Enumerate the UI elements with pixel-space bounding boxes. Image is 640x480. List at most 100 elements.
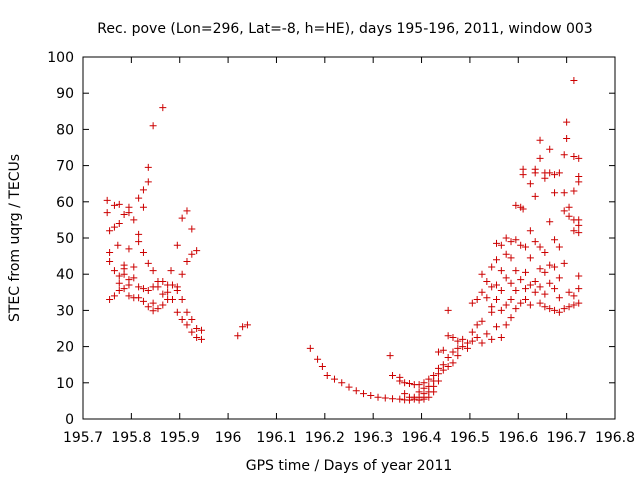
data-point bbox=[444, 306, 452, 314]
data-point bbox=[103, 196, 111, 204]
data-point bbox=[483, 294, 491, 302]
data-point bbox=[168, 296, 176, 304]
data-point bbox=[173, 308, 181, 316]
data-point bbox=[497, 334, 505, 342]
data-point bbox=[139, 248, 147, 256]
data-point bbox=[173, 286, 181, 294]
data-point bbox=[106, 248, 114, 256]
data-point bbox=[541, 303, 549, 311]
data-point bbox=[488, 263, 496, 271]
data-point bbox=[536, 243, 544, 251]
data-point bbox=[149, 307, 157, 315]
data-point bbox=[415, 381, 423, 389]
data-point bbox=[536, 136, 544, 144]
data-point bbox=[531, 169, 539, 177]
data-point bbox=[106, 296, 114, 304]
data-point bbox=[565, 203, 573, 211]
data-point bbox=[396, 377, 404, 385]
data-point bbox=[430, 388, 438, 396]
data-point bbox=[144, 286, 152, 294]
x-tick-label: 196.5 bbox=[450, 430, 490, 446]
data-point bbox=[570, 301, 578, 309]
data-point bbox=[565, 212, 573, 220]
data-point bbox=[536, 299, 544, 307]
data-point bbox=[338, 379, 346, 387]
data-point bbox=[493, 239, 501, 247]
data-point bbox=[483, 330, 491, 338]
data-point bbox=[507, 296, 515, 304]
data-point bbox=[478, 317, 486, 325]
data-point bbox=[197, 326, 205, 334]
data-point bbox=[188, 328, 196, 336]
data-point bbox=[526, 254, 534, 262]
data-point bbox=[120, 270, 128, 278]
data-point bbox=[396, 395, 404, 403]
data-point bbox=[541, 290, 549, 298]
data-point bbox=[434, 377, 442, 385]
data-point bbox=[493, 281, 501, 289]
data-point bbox=[560, 189, 568, 197]
data-point bbox=[522, 296, 530, 304]
data-point bbox=[314, 355, 322, 363]
data-point bbox=[159, 290, 167, 298]
data-point bbox=[149, 267, 157, 275]
x-tick-label: 196.3 bbox=[353, 430, 393, 446]
data-point bbox=[560, 207, 568, 215]
data-point bbox=[531, 277, 539, 285]
data-point bbox=[563, 118, 571, 126]
axis-ticks bbox=[82, 56, 616, 420]
data-point bbox=[454, 337, 462, 345]
data-point bbox=[139, 203, 147, 211]
data-point bbox=[478, 339, 486, 347]
data-point bbox=[168, 281, 176, 289]
data-point bbox=[502, 234, 510, 242]
y-tick-label: 60 bbox=[56, 195, 74, 211]
data-point bbox=[563, 134, 571, 142]
data-point bbox=[522, 268, 530, 276]
data-point bbox=[488, 308, 496, 316]
data-point bbox=[389, 372, 397, 380]
x-tick-label: 196.1 bbox=[256, 430, 296, 446]
x-tick-label: 195.8 bbox=[111, 430, 151, 446]
data-point bbox=[193, 325, 201, 332]
data-points bbox=[103, 77, 583, 404]
data-point bbox=[473, 296, 481, 304]
data-point bbox=[389, 395, 397, 403]
data-point bbox=[560, 259, 568, 267]
data-point bbox=[546, 305, 554, 313]
data-point bbox=[164, 288, 172, 296]
data-point bbox=[367, 391, 375, 399]
data-point bbox=[526, 281, 534, 289]
data-point bbox=[546, 218, 554, 226]
data-point bbox=[459, 335, 467, 343]
data-point bbox=[468, 328, 476, 336]
x-tick-label: 196.2 bbox=[305, 430, 345, 446]
data-point bbox=[536, 154, 544, 162]
data-point bbox=[381, 394, 389, 402]
data-point bbox=[468, 337, 476, 345]
data-point bbox=[517, 241, 525, 249]
data-point bbox=[135, 230, 143, 238]
data-point bbox=[345, 383, 353, 391]
data-point bbox=[130, 216, 138, 224]
data-point bbox=[555, 243, 563, 251]
y-tick-labels: 0 10 20 30 40 50 60 70 80 90 100 bbox=[47, 50, 74, 428]
data-point bbox=[103, 209, 111, 217]
data-point bbox=[570, 292, 578, 300]
data-point bbox=[493, 323, 501, 331]
data-point bbox=[517, 276, 525, 284]
data-point bbox=[135, 238, 143, 246]
data-point bbox=[507, 238, 515, 246]
data-point bbox=[575, 221, 583, 229]
data-point bbox=[125, 245, 133, 253]
data-point bbox=[439, 346, 447, 354]
data-point bbox=[575, 272, 583, 280]
data-point bbox=[178, 315, 186, 323]
data-point bbox=[139, 297, 147, 305]
x-tick-label: 196.6 bbox=[498, 430, 538, 446]
y-tick-label: 40 bbox=[56, 267, 74, 283]
data-point bbox=[502, 274, 510, 282]
data-point bbox=[420, 395, 428, 403]
data-point bbox=[243, 321, 251, 329]
data-point bbox=[522, 285, 530, 293]
